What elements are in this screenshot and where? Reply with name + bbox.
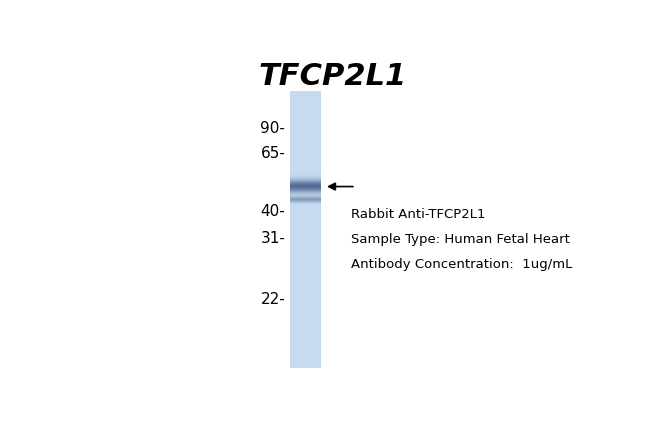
Text: Sample Type: Human Fetal Heart: Sample Type: Human Fetal Heart	[351, 233, 569, 246]
Text: 40-: 40-	[261, 204, 285, 219]
Text: 22-: 22-	[261, 292, 285, 307]
Text: 90-: 90-	[261, 121, 285, 136]
Text: Antibody Concentration:  1ug/mL: Antibody Concentration: 1ug/mL	[351, 258, 572, 271]
Text: TFCP2L1: TFCP2L1	[259, 62, 408, 91]
Text: Rabbit Anti-TFCP2L1: Rabbit Anti-TFCP2L1	[351, 208, 486, 221]
Text: 65-: 65-	[261, 146, 285, 161]
Text: 31-: 31-	[261, 231, 285, 246]
